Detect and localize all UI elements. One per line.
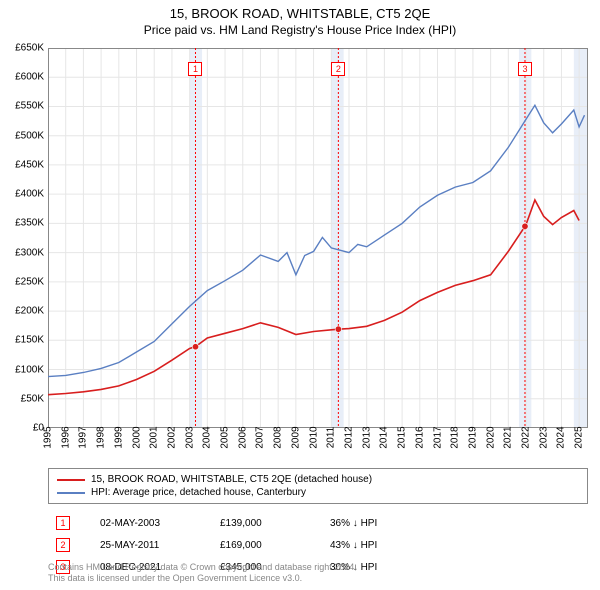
footer-line-1: Contains HM Land Registry data © Crown c… [48,562,588,573]
x-tick: 2024 [556,426,567,448]
x-tick: 1997 [78,426,89,448]
y-tick: £650K [15,43,44,54]
chart-subtitle: Price paid vs. HM Land Registry's House … [0,23,600,37]
x-tick: 2005 [220,426,231,448]
x-tick: 2025 [574,426,585,448]
legend-swatch [57,492,85,494]
legend-row: 15, BROOK ROAD, WHITSTABLE, CT5 2QE (det… [57,473,579,486]
event-price: £139,000 [220,518,300,529]
event-date: 25-MAY-2011 [100,540,190,551]
x-tick: 2007 [255,426,266,448]
event-delta: 36% ↓ HPI [330,518,377,529]
chart-title: 15, BROOK ROAD, WHITSTABLE, CT5 2QE [0,6,600,21]
x-tick: 2017 [432,426,443,448]
x-tick: 2013 [361,426,372,448]
legend-label: 15, BROOK ROAD, WHITSTABLE, CT5 2QE (det… [91,474,372,485]
y-tick: £500K [15,130,44,141]
x-tick: 2010 [308,426,319,448]
x-tick: 1998 [96,426,107,448]
x-tick: 2016 [414,426,425,448]
event-marker-icon: 1 [56,516,70,530]
x-tick: 2020 [485,426,496,448]
x-tick: 2015 [397,426,408,448]
y-tick: £450K [15,159,44,170]
x-tick: 2012 [343,426,354,448]
x-tick: 2008 [273,426,284,448]
x-axis: 1995199619971998199920002001200220032004… [48,428,588,468]
y-tick: £550K [15,101,44,112]
legend-row: HPI: Average price, detached house, Cant… [57,486,579,499]
y-tick: £400K [15,189,44,200]
x-tick: 2002 [166,426,177,448]
x-tick: 2011 [326,427,337,449]
y-tick: £600K [15,72,44,83]
x-tick: 2022 [521,426,532,448]
chart-plot-area: 1 2 3 [48,48,588,428]
y-tick: £300K [15,247,44,258]
event-date: 02-MAY-2003 [100,518,190,529]
x-tick: 2003 [184,426,195,448]
x-tick: 2000 [131,426,142,448]
y-tick: £350K [15,218,44,229]
event-row: 1 02-MAY-2003 £139,000 36% ↓ HPI [56,512,580,534]
legend: 15, BROOK ROAD, WHITSTABLE, CT5 2QE (det… [48,468,588,504]
event-marker-icon: 2 [56,538,70,552]
x-tick: 1996 [60,426,71,448]
x-tick: 2018 [450,426,461,448]
x-tick: 2001 [149,426,160,448]
event-marker-3: 3 [518,62,532,76]
y-tick: £150K [15,335,44,346]
x-tick: 2019 [467,426,478,448]
x-tick: 1995 [43,426,54,448]
x-tick: 2009 [290,426,301,448]
event-price: £169,000 [220,540,300,551]
footer-line-2: This data is licensed under the Open Gov… [48,573,588,584]
legend-swatch [57,479,85,481]
event-row: 2 25-MAY-2011 £169,000 43% ↓ HPI [56,534,580,556]
event-delta: 43% ↓ HPI [330,540,377,551]
footer-attribution: Contains HM Land Registry data © Crown c… [48,562,588,585]
legend-label: HPI: Average price, detached house, Cant… [91,487,306,498]
event-marker-2: 2 [331,62,345,76]
x-tick: 1999 [113,426,124,448]
y-tick: £250K [15,276,44,287]
x-tick: 2004 [202,426,213,448]
x-tick: 2006 [237,426,248,448]
x-tick: 2021 [503,426,514,448]
x-tick: 2023 [538,426,549,448]
x-tick: 2014 [379,426,390,448]
event-marker-1: 1 [188,62,202,76]
y-tick: £200K [15,306,44,317]
y-tick: £100K [15,364,44,375]
y-axis: £0£50K£100K£150K£200K£250K£300K£350K£400… [0,48,48,428]
y-tick: £50K [21,393,44,404]
